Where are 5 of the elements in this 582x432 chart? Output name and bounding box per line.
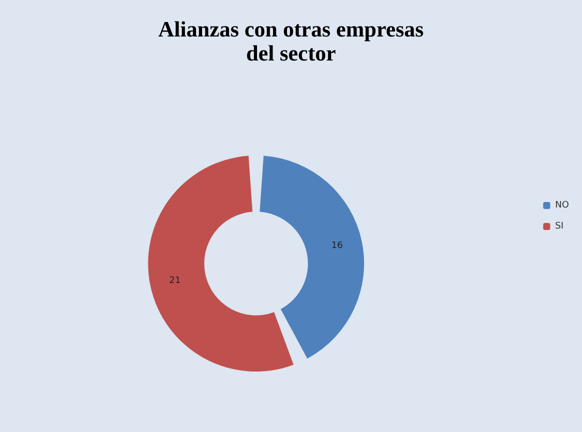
legend-label: NO: [555, 200, 570, 210]
legend-label: SI: [555, 222, 564, 232]
chart-title: Alianzas con otras empresas del sector: [158, 16, 424, 66]
data-label: 21: [169, 276, 181, 286]
data-label: 16: [331, 241, 344, 252]
